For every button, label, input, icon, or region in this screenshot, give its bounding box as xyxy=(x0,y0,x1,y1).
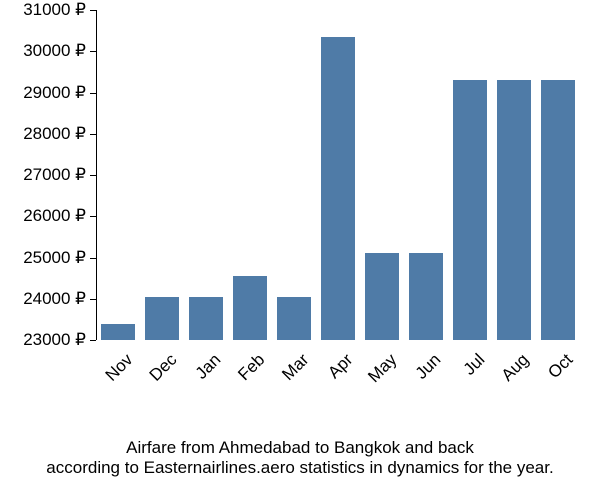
caption-line: according to Easternairlines.aero statis… xyxy=(0,458,600,478)
y-tick-mark xyxy=(90,10,96,11)
bar xyxy=(233,276,267,340)
bar xyxy=(189,297,223,340)
y-tick-mark xyxy=(90,93,96,94)
bar xyxy=(541,80,575,340)
y-tick-label: 27000 ₽ xyxy=(23,165,86,185)
bar xyxy=(497,80,531,340)
y-tick-label: 31000 ₽ xyxy=(23,0,86,20)
bar xyxy=(453,80,487,340)
y-tick-label: 23000 ₽ xyxy=(23,330,86,350)
chart-caption: Airfare from Ahmedabad to Bangkok and ba… xyxy=(0,438,600,478)
y-tick-mark xyxy=(90,340,96,341)
bar xyxy=(321,37,355,340)
y-tick-mark xyxy=(90,175,96,176)
y-tick-label: 29000 ₽ xyxy=(23,83,86,103)
y-tick-label: 30000 ₽ xyxy=(23,41,86,61)
y-tick-label: 24000 ₽ xyxy=(23,289,86,309)
bar xyxy=(277,297,311,340)
y-tick-mark xyxy=(90,299,96,300)
y-tick-mark xyxy=(90,51,96,52)
bar xyxy=(101,324,135,341)
y-tick-label: 28000 ₽ xyxy=(23,124,86,144)
y-tick-mark xyxy=(90,258,96,259)
airfare-bar-chart: 23000 ₽ 24000 ₽ 25000 ₽ 26000 ₽ 27000 ₽ 28000… xyxy=(0,0,600,500)
y-tick-mark xyxy=(90,216,96,217)
y-tick-mark xyxy=(90,134,96,135)
y-tick-label: 26000 ₽ xyxy=(23,206,86,226)
y-tick-label: 25000 ₽ xyxy=(23,248,86,268)
bar xyxy=(145,297,179,340)
bar xyxy=(365,253,399,340)
bar xyxy=(409,253,443,340)
caption-line: Airfare from Ahmedabad to Bangkok and ba… xyxy=(0,438,600,458)
